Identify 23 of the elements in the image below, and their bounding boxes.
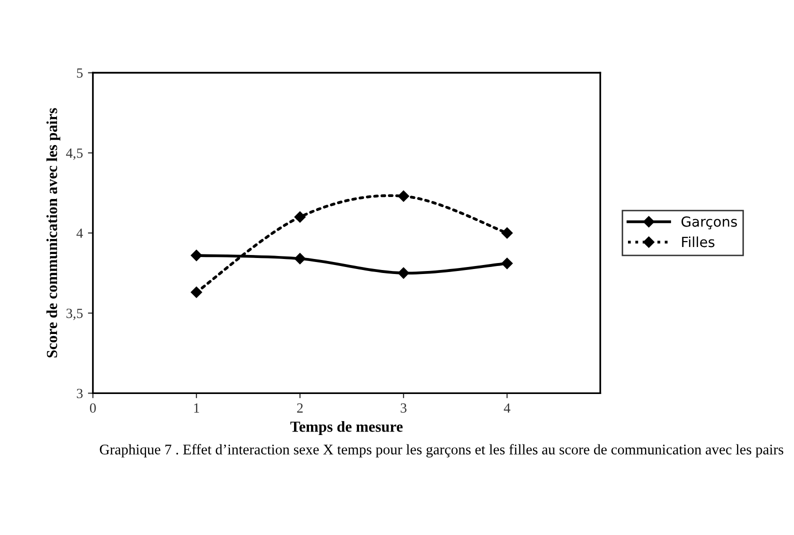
x-tick-label: 0 bbox=[90, 403, 96, 413]
point bbox=[501, 258, 513, 270]
point bbox=[398, 190, 410, 202]
point bbox=[398, 267, 410, 279]
y-tick-label: 4 bbox=[76, 228, 83, 238]
y-tick-label: 5 bbox=[77, 68, 83, 78]
point bbox=[294, 211, 306, 223]
x-tick-label: 1 bbox=[194, 403, 200, 413]
legend-label: Garçons bbox=[682, 216, 737, 230]
x-tick-label: 2 bbox=[297, 403, 303, 413]
y-axis-title: Score de communication avec les pairs bbox=[46, 108, 60, 358]
point bbox=[294, 253, 306, 264]
x-tick-label: 4 bbox=[504, 403, 510, 413]
y-tick-label: 3 bbox=[76, 388, 83, 398]
x-tick-label: 3 bbox=[400, 403, 406, 413]
text: Graphique 7 . Effet d’interaction sexe X temps pour les garçons et les filles au score de communication avec les pairs bbox=[100, 444, 784, 458]
point bbox=[190, 250, 202, 262]
legend-label: Filles bbox=[682, 236, 714, 248]
y-tick-label: 4,5 bbox=[66, 148, 83, 160]
point bbox=[190, 286, 202, 298]
y-tick-label: 3,5 bbox=[66, 308, 83, 320]
point bbox=[501, 227, 513, 239]
x-axis-title: Temps de mesure bbox=[290, 421, 403, 435]
